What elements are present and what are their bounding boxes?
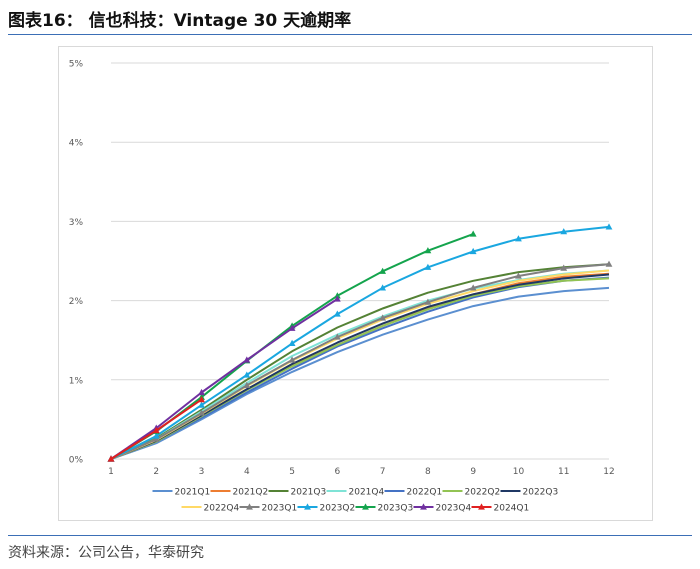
legend-label: 2023Q1: [262, 504, 298, 514]
x-tick-label: 5: [289, 467, 295, 477]
series-line-2023Q1: [110, 263, 610, 460]
series-line-2023Q4: [110, 298, 338, 460]
legend-marker: [362, 503, 369, 510]
data-point-marker: [424, 298, 432, 305]
data-point-marker: [333, 333, 341, 340]
data-point-marker: [152, 426, 160, 434]
y-tick-label: 4%: [69, 139, 84, 149]
y-tick-label: 0%: [69, 456, 84, 466]
legend-label: 2023Q2: [320, 504, 356, 514]
legend-label: 2023Q3: [378, 504, 414, 514]
data-point-marker: [560, 264, 568, 271]
data-point-marker: [243, 381, 251, 388]
source-note: 资料来源：公司公告，华泰研究: [8, 545, 204, 561]
data-point-marker: [469, 247, 477, 255]
legend-marker: [420, 503, 427, 510]
legend-label: 2021Q4: [349, 488, 385, 498]
chart-frame: 0% 1% 2% 3% 4% 5% 1 2 3 4 5 6 7 8 9 10 11 12 2021Q1 2021Q2 2…: [58, 46, 653, 521]
x-tick-label: 3: [199, 467, 205, 477]
data-point-marker: [333, 292, 341, 299]
legend-label: 2024Q1: [494, 504, 530, 514]
series-line-2021Q1: [110, 286, 610, 460]
x-tick-label: 4: [244, 467, 250, 477]
y-tick-label: 1%: [69, 376, 84, 386]
x-tick-label: 10: [513, 467, 525, 477]
legend-label: 2022Q2: [465, 488, 501, 498]
data-point-marker: [243, 371, 251, 378]
y-tick-label: 2%: [69, 297, 84, 307]
x-tick-label: 12: [603, 467, 614, 477]
series-line-2022Q1: [110, 276, 610, 460]
legend-label: 2022Q1: [407, 488, 443, 498]
legend-label: 2022Q3: [523, 488, 559, 498]
data-point-marker: [605, 260, 613, 267]
series-line-2023Q2: [110, 225, 610, 460]
data-point-marker: [379, 314, 387, 321]
data-point-marker: [198, 388, 205, 396]
legend-label: 2023Q4: [436, 504, 472, 514]
data-point-marker: [288, 339, 296, 346]
series-line-2021Q4: [110, 269, 610, 460]
data-point-marker: [288, 324, 296, 331]
legend-label: 2021Q3: [291, 488, 327, 498]
data-point-marker: [605, 223, 613, 230]
data-point-marker: [560, 228, 568, 235]
x-tick-label: 1: [108, 467, 114, 477]
y-tick-label: 3%: [69, 218, 84, 228]
data-point-marker: [379, 267, 387, 274]
data-point-marker: [288, 356, 296, 363]
y-tick-label: 5%: [69, 60, 84, 70]
footer-divider: [8, 535, 692, 536]
data-point-marker: [333, 310, 341, 317]
x-tick-label: 2: [153, 467, 159, 477]
series-line-2021Q3: [110, 263, 610, 460]
legend-label: 2021Q2: [233, 488, 269, 498]
header-divider: [8, 34, 692, 35]
data-point-marker: [424, 263, 432, 270]
data-point-marker: [424, 247, 432, 254]
data-point-marker: [333, 295, 341, 302]
series-line-2022Q3: [110, 273, 610, 460]
legend-marker: [478, 503, 485, 510]
series-line-2022Q4: [110, 269, 610, 460]
data-point-marker: [469, 284, 477, 291]
legend-label: 2021Q1: [175, 488, 211, 498]
legend-label: 2022Q4: [204, 504, 240, 514]
data-point-marker: [198, 396, 205, 403]
data-point-marker: [152, 432, 160, 439]
legend-marker: [246, 503, 253, 510]
data-point-marker: [198, 409, 205, 416]
x-tick-label: 9: [470, 467, 476, 477]
data-point-marker: [198, 401, 205, 408]
series-line-2022Q2: [110, 277, 610, 460]
figure-title: 图表16： 信也科技：Vintage 30 天逾期率: [8, 11, 352, 31]
data-point-marker: [515, 272, 522, 279]
data-point-marker: [515, 235, 522, 242]
data-point-marker: [379, 284, 387, 291]
legend-marker: [304, 503, 311, 510]
x-tick-label: 8: [425, 467, 431, 477]
data-point-marker: [152, 435, 160, 442]
x-tick-label: 11: [558, 467, 569, 477]
figure-header: 图表16： 信也科技：Vintage 30 天逾期率: [0, 0, 700, 34]
x-tick-label: 7: [380, 467, 386, 477]
data-point-marker: [107, 455, 115, 462]
data-point-marker: [469, 230, 477, 237]
x-tick-label: 6: [334, 467, 340, 477]
data-point-marker: [243, 356, 251, 363]
